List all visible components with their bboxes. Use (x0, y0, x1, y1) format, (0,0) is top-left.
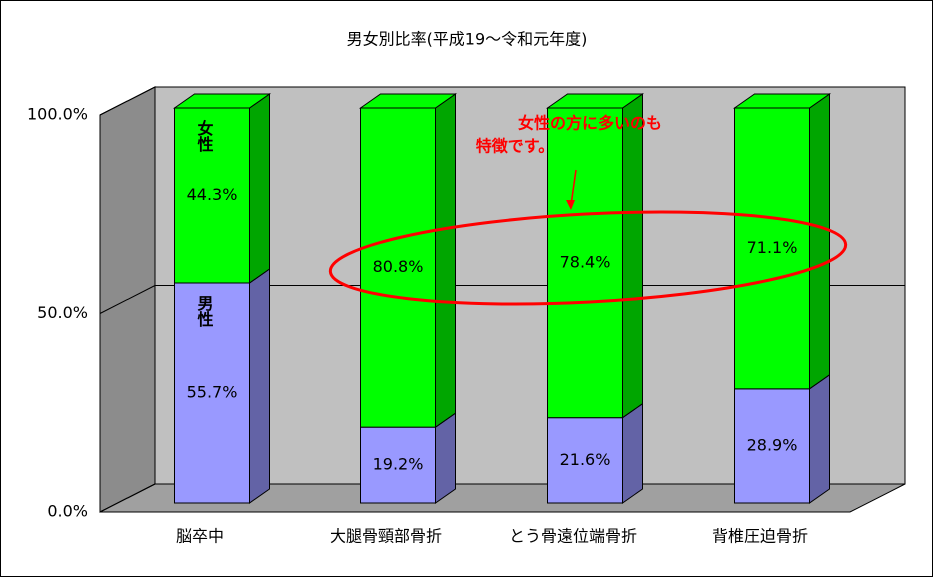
series-name: 女性 (195, 119, 214, 153)
bar-segment (174, 107, 250, 284)
arrow (570, 169, 577, 206)
y-tick-label: 50.0% (37, 303, 88, 322)
bar-side (435, 412, 456, 504)
bar-top (545, 93, 645, 109)
value-label: 78.4% (560, 252, 611, 271)
bar-segment (547, 107, 623, 419)
bar-top (358, 93, 458, 109)
annotation: 特徴です。 (476, 137, 554, 156)
bar-side (249, 93, 270, 284)
value-label: 80.8% (373, 257, 424, 276)
value-label: 55.7% (187, 382, 238, 401)
bar-top (732, 93, 832, 109)
arrow-head (566, 200, 575, 210)
grid-line (99, 483, 156, 513)
y-tick-label: 0.0% (47, 502, 88, 521)
value-label: 21.6% (560, 450, 611, 469)
value-label: 44.3% (187, 185, 238, 204)
y-tick-label: 100.0% (27, 105, 88, 124)
value-label: 71.1% (747, 238, 798, 257)
x-tick-label: とう骨遠位端骨折 (509, 527, 637, 546)
series-name: 男性 (195, 295, 214, 328)
bar-side (249, 268, 270, 504)
x-tick-label: 脳卒中 (176, 527, 224, 546)
grid-line (99, 86, 156, 116)
value-label: 28.9% (747, 435, 798, 454)
bar-side (622, 93, 643, 419)
chart-title: 男女別比率(平成19～令和元年度) (347, 30, 588, 49)
annotation: 女性の方に多いのも (518, 114, 662, 133)
grid-line (99, 285, 156, 314)
bar-side (809, 373, 830, 504)
bar-side (435, 93, 456, 429)
bar-side (622, 402, 643, 504)
x-tick-label: 大腿骨頸部骨折 (330, 527, 442, 546)
value-label: 19.2% (373, 455, 424, 474)
x-tick-label: 背椎圧迫骨折 (712, 527, 808, 546)
bar-side (809, 93, 830, 390)
highlight-ellipse (328, 210, 848, 306)
bar-top (172, 93, 272, 109)
